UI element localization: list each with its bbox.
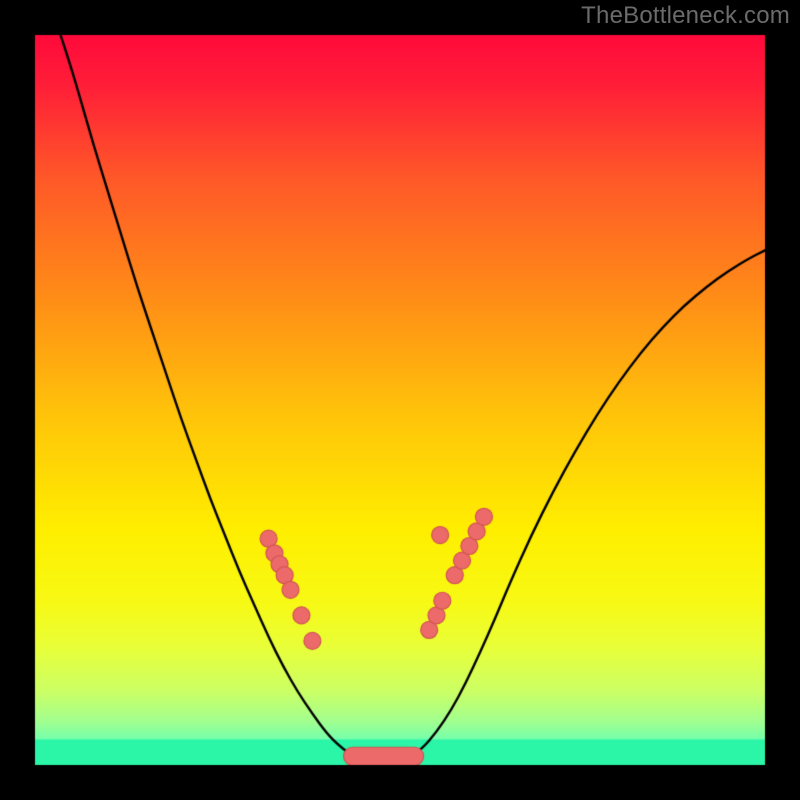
chart-stage: TheBottleneck.com: [0, 0, 800, 800]
bottleneck-curve-chart: [0, 0, 800, 800]
watermark-text: TheBottleneck.com: [581, 2, 790, 30]
